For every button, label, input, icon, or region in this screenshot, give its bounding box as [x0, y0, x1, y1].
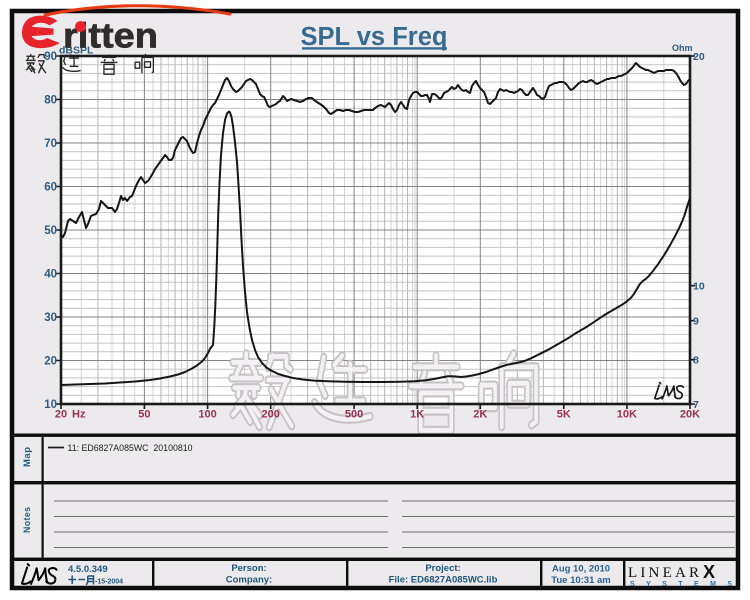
svg-text:20K: 20K: [680, 409, 700, 421]
svg-text:Map: Map: [22, 447, 33, 468]
svg-text:90: 90: [44, 51, 57, 63]
svg-text:10: 10: [693, 281, 705, 293]
svg-text:File: ED6827A085WC.lib: File: ED6827A085WC.lib: [389, 575, 498, 586]
svg-text:80: 80: [44, 95, 57, 107]
svg-text:2K: 2K: [473, 409, 487, 421]
svg-text:Project:: Project:: [425, 563, 460, 574]
svg-text:Notes: Notes: [22, 507, 32, 533]
svg-text:4.5.0.349: 4.5.0.349: [68, 564, 108, 575]
svg-text:Person:: Person:: [231, 563, 266, 574]
svg-text:40: 40: [44, 269, 57, 281]
svg-text:11: ED6827A085WC 20100810: 11: ED6827A085WC 20100810: [68, 443, 193, 453]
svg-text:X: X: [703, 562, 715, 582]
svg-text:20: 20: [55, 409, 67, 421]
svg-text:70: 70: [44, 138, 57, 150]
svg-text:9: 9: [693, 316, 699, 328]
svg-text:50: 50: [44, 225, 57, 237]
svg-text:7: 7: [693, 399, 699, 411]
svg-text:8: 8: [693, 355, 699, 367]
svg-text:dBSPL: dBSPL: [59, 45, 94, 57]
svg-text:LINEAR: LINEAR: [628, 565, 702, 581]
svg-text:1K: 1K: [410, 409, 424, 421]
svg-text:30: 30: [44, 312, 57, 324]
svg-text:Ohm: Ohm: [672, 43, 693, 53]
svg-text:20: 20: [44, 356, 57, 368]
svg-text:SPL vs Freq: SPL vs Freq: [301, 23, 448, 51]
svg-text:10K: 10K: [617, 409, 637, 421]
svg-text:60: 60: [44, 182, 57, 194]
svg-text:20: 20: [693, 51, 705, 63]
svg-text:Company:: Company:: [226, 575, 272, 586]
svg-text:Tue 10:31 am: Tue 10:31 am: [551, 575, 611, 586]
svg-text:Hz: Hz: [72, 409, 86, 421]
svg-text:-15-2004: -15-2004: [95, 579, 123, 586]
svg-text:SYSTEMS: SYSTEMS: [630, 581, 732, 588]
svg-text:5K: 5K: [557, 409, 571, 421]
svg-text:100: 100: [198, 409, 216, 421]
svg-text:Aug 10, 2010: Aug 10, 2010: [552, 564, 610, 575]
svg-text:500: 500: [345, 409, 363, 421]
svg-text:10: 10: [44, 399, 57, 411]
svg-text:200: 200: [262, 409, 280, 421]
svg-text:50: 50: [138, 409, 150, 421]
